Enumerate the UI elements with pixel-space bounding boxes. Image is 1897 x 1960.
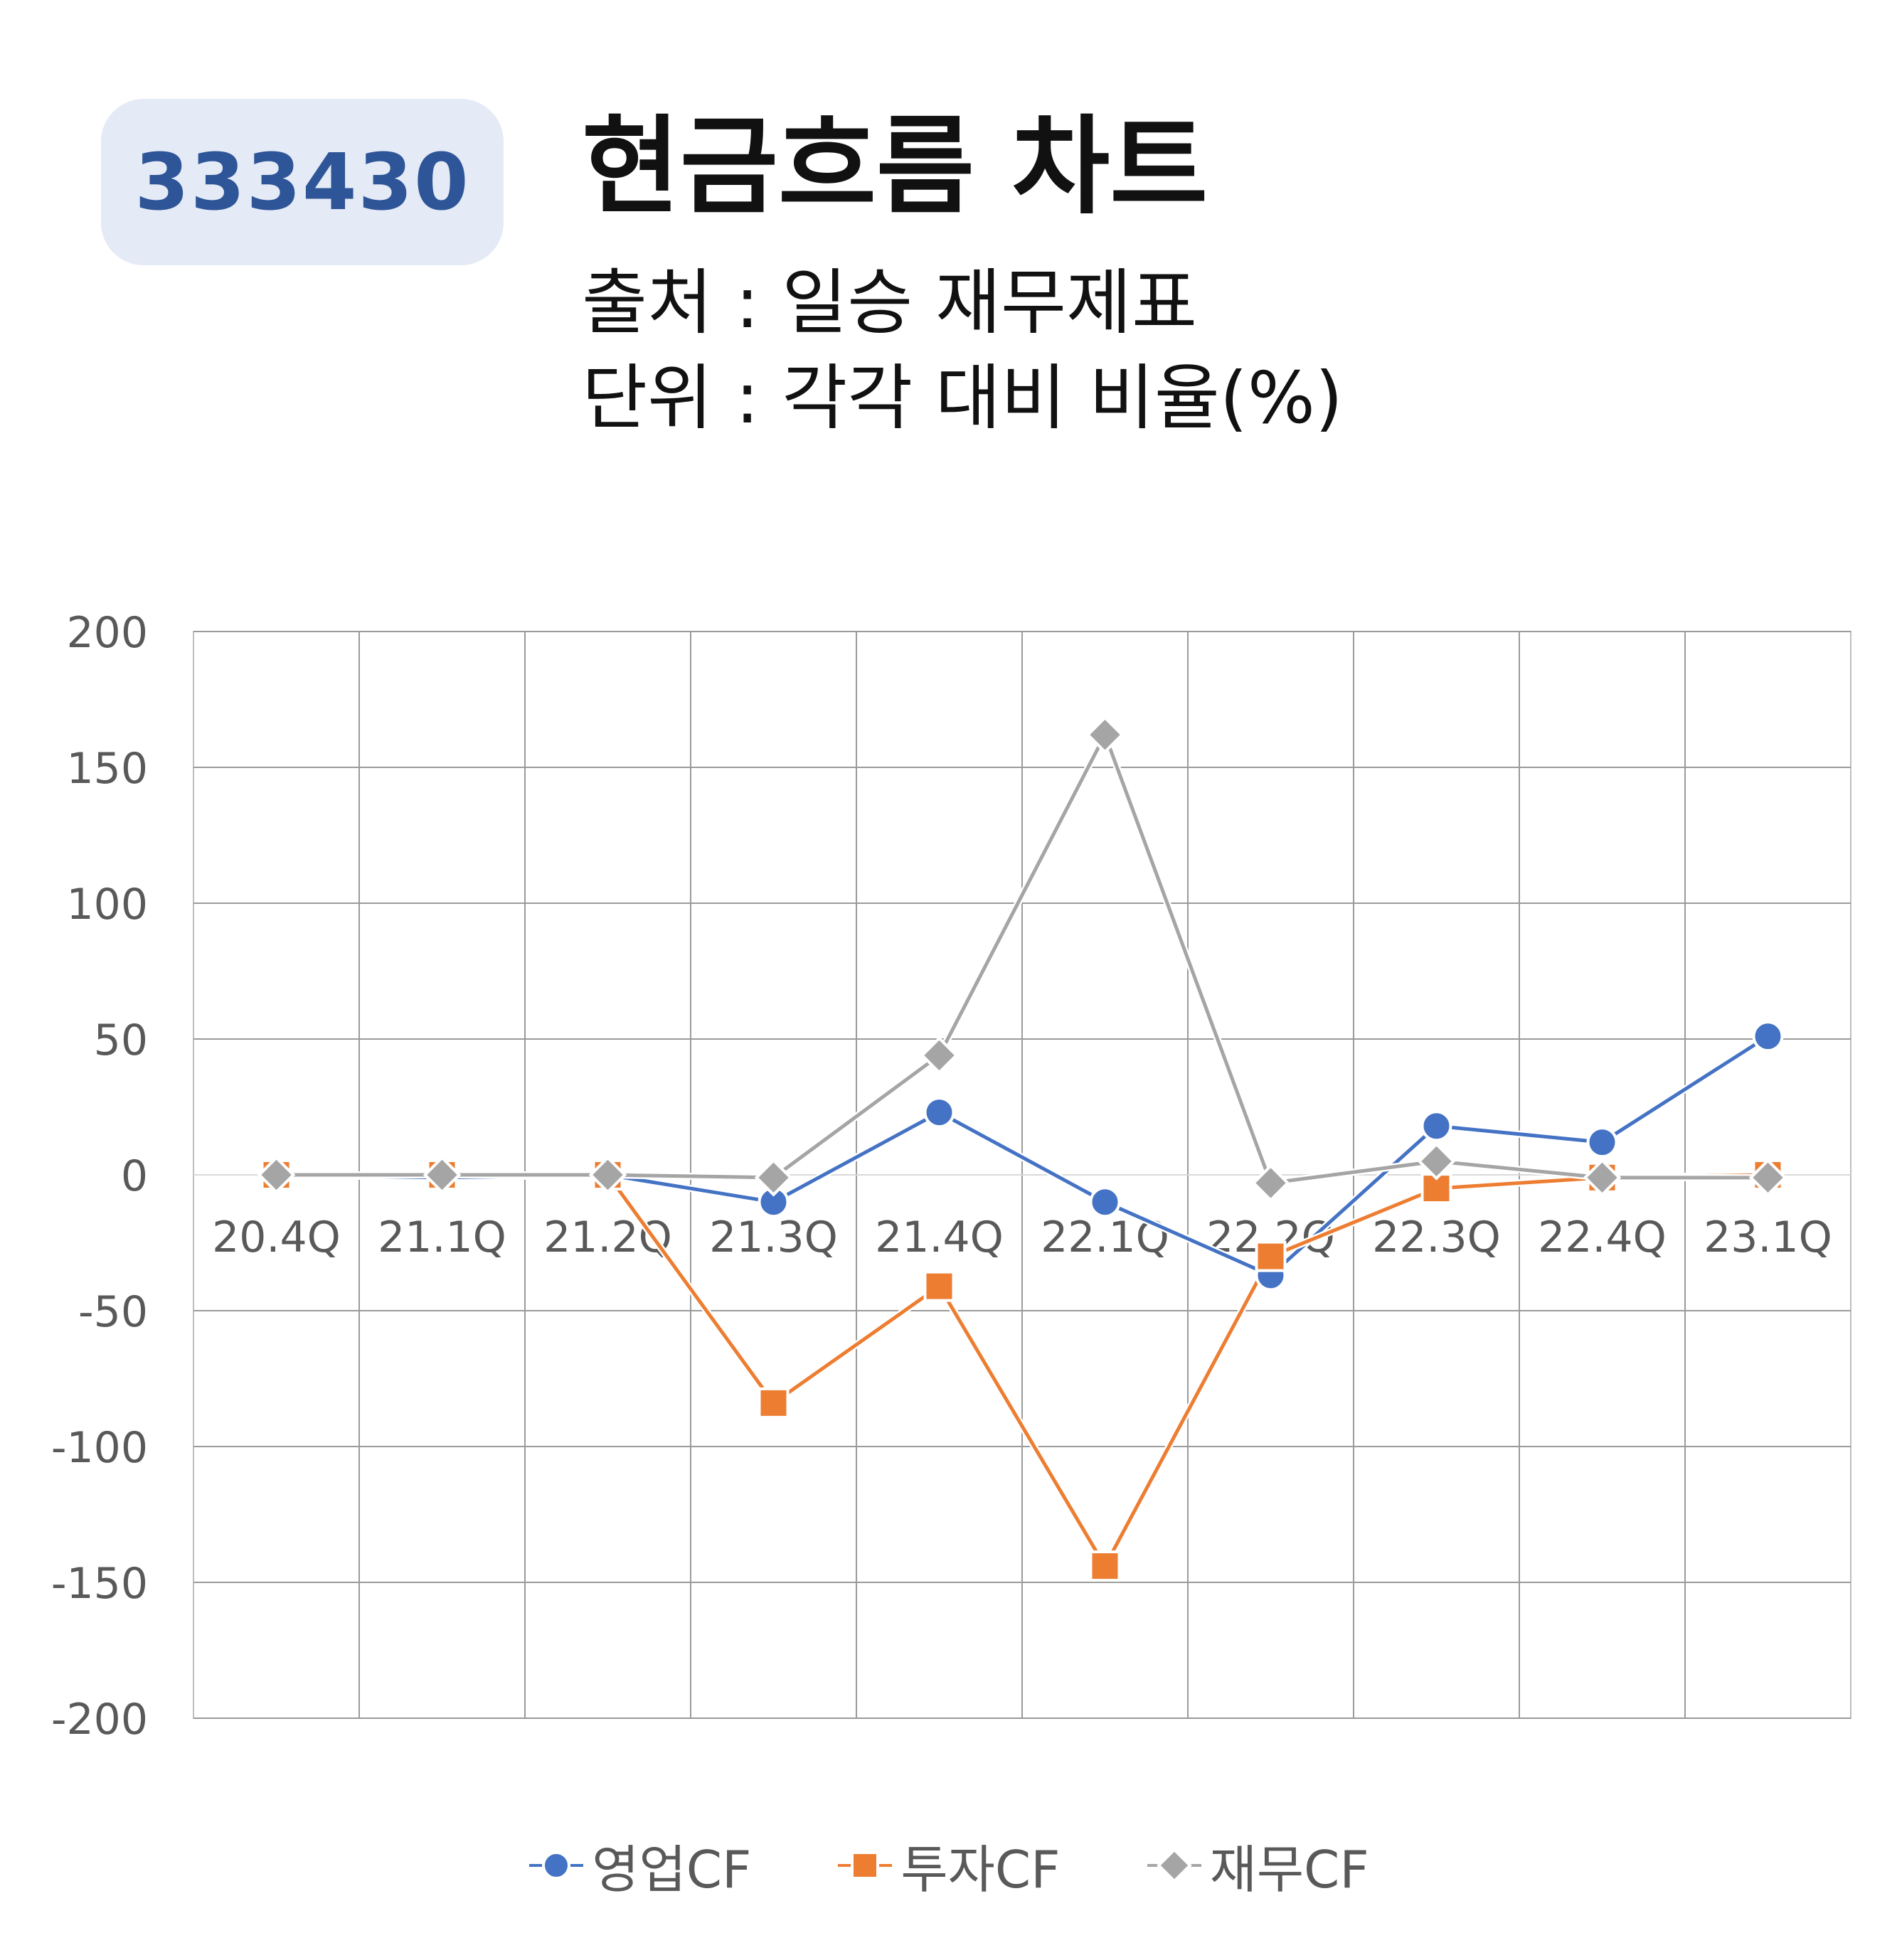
y-tick-label: 50 — [94, 1016, 148, 1065]
data-point-diamond-1 — [423, 1156, 462, 1194]
x-tick-label: 22.4Q — [1538, 1213, 1667, 1262]
legend-item-1: 투자CF — [836, 1828, 1061, 1902]
chart-legend: 영업CF 투자CF 재무CF — [0, 1828, 1897, 1902]
data-point-diamond-5 — [1085, 715, 1125, 754]
data-point-diamond-8 — [1583, 1158, 1622, 1197]
data-point-diamond-0 — [257, 1156, 296, 1194]
data-point-diamond-6 — [1251, 1163, 1290, 1203]
data-point-circle-9 — [1752, 1021, 1784, 1053]
y-tick-label: 200 — [66, 608, 148, 658]
legend-label: 재무CF — [1209, 1840, 1369, 1900]
legend-label: 영업CF — [592, 1840, 752, 1900]
y-tick-label: -100 — [51, 1423, 148, 1473]
x-tick-label: 21.4Q — [875, 1213, 1004, 1262]
y-axis-labels: 200 150 100 50 0 -50 -100 -150 -200 — [51, 608, 148, 1745]
stock-code: 333430 — [134, 137, 470, 228]
unit-note: 단위 : 각각 대비 비율(%) — [582, 356, 1343, 440]
data-point-diamond-7 — [1417, 1142, 1456, 1181]
legend-circle-icon — [529, 1850, 584, 1880]
y-tick-label: 150 — [66, 744, 148, 794]
legend-item-0: 영업CF — [528, 1828, 751, 1902]
series-line-2 — [276, 730, 1768, 1186]
stock-code-badge: 333430 — [101, 99, 504, 265]
data-point-square-3 — [758, 1387, 790, 1419]
x-tick-label: 20.4Q — [212, 1213, 341, 1262]
data-point-circle-5 — [1089, 1186, 1121, 1218]
data-point-diamond-3 — [754, 1158, 793, 1197]
legend-square-icon — [838, 1850, 893, 1880]
legend-item-2: 재무CF — [1146, 1828, 1369, 1902]
data-point-square-6 — [1255, 1240, 1287, 1272]
y-tick-label: -200 — [51, 1695, 148, 1745]
data-point-diamond-9 — [1748, 1158, 1787, 1197]
data-point-circle-7 — [1420, 1110, 1452, 1142]
x-axis-labels: 20.4Q 21.1Q 21.2Q 21.3Q 21.4Q 22.1Q 22.2Q 22.3Q… — [212, 1213, 1832, 1262]
source-note: 출처 : 일승 재무제표 — [582, 261, 1198, 344]
series-lines — [276, 725, 1770, 1574]
x-tick-label: 21.3Q — [709, 1213, 838, 1262]
data-point-diamond-2 — [588, 1156, 627, 1194]
y-tick-label: 100 — [66, 880, 148, 930]
y-tick-label: -150 — [51, 1559, 148, 1609]
series-markers — [257, 715, 1787, 1582]
data-point-diamond-4 — [920, 1036, 959, 1075]
x-tick-label: 23.1Q — [1704, 1213, 1832, 1262]
legend-diamond-icon — [1147, 1847, 1201, 1883]
y-tick-label: 0 — [121, 1151, 148, 1201]
x-tick-label: 22.3Q — [1372, 1213, 1501, 1262]
y-tick-label: -50 — [78, 1287, 148, 1337]
data-point-circle-4 — [923, 1097, 955, 1129]
chart-title: 현금흐름 차트 — [582, 105, 1208, 229]
data-point-square-4 — [923, 1270, 955, 1302]
legend-label: 투자CF — [900, 1840, 1061, 1900]
data-point-square-5 — [1089, 1550, 1121, 1582]
x-tick-label: 21.1Q — [378, 1213, 506, 1262]
data-point-circle-8 — [1586, 1127, 1618, 1159]
